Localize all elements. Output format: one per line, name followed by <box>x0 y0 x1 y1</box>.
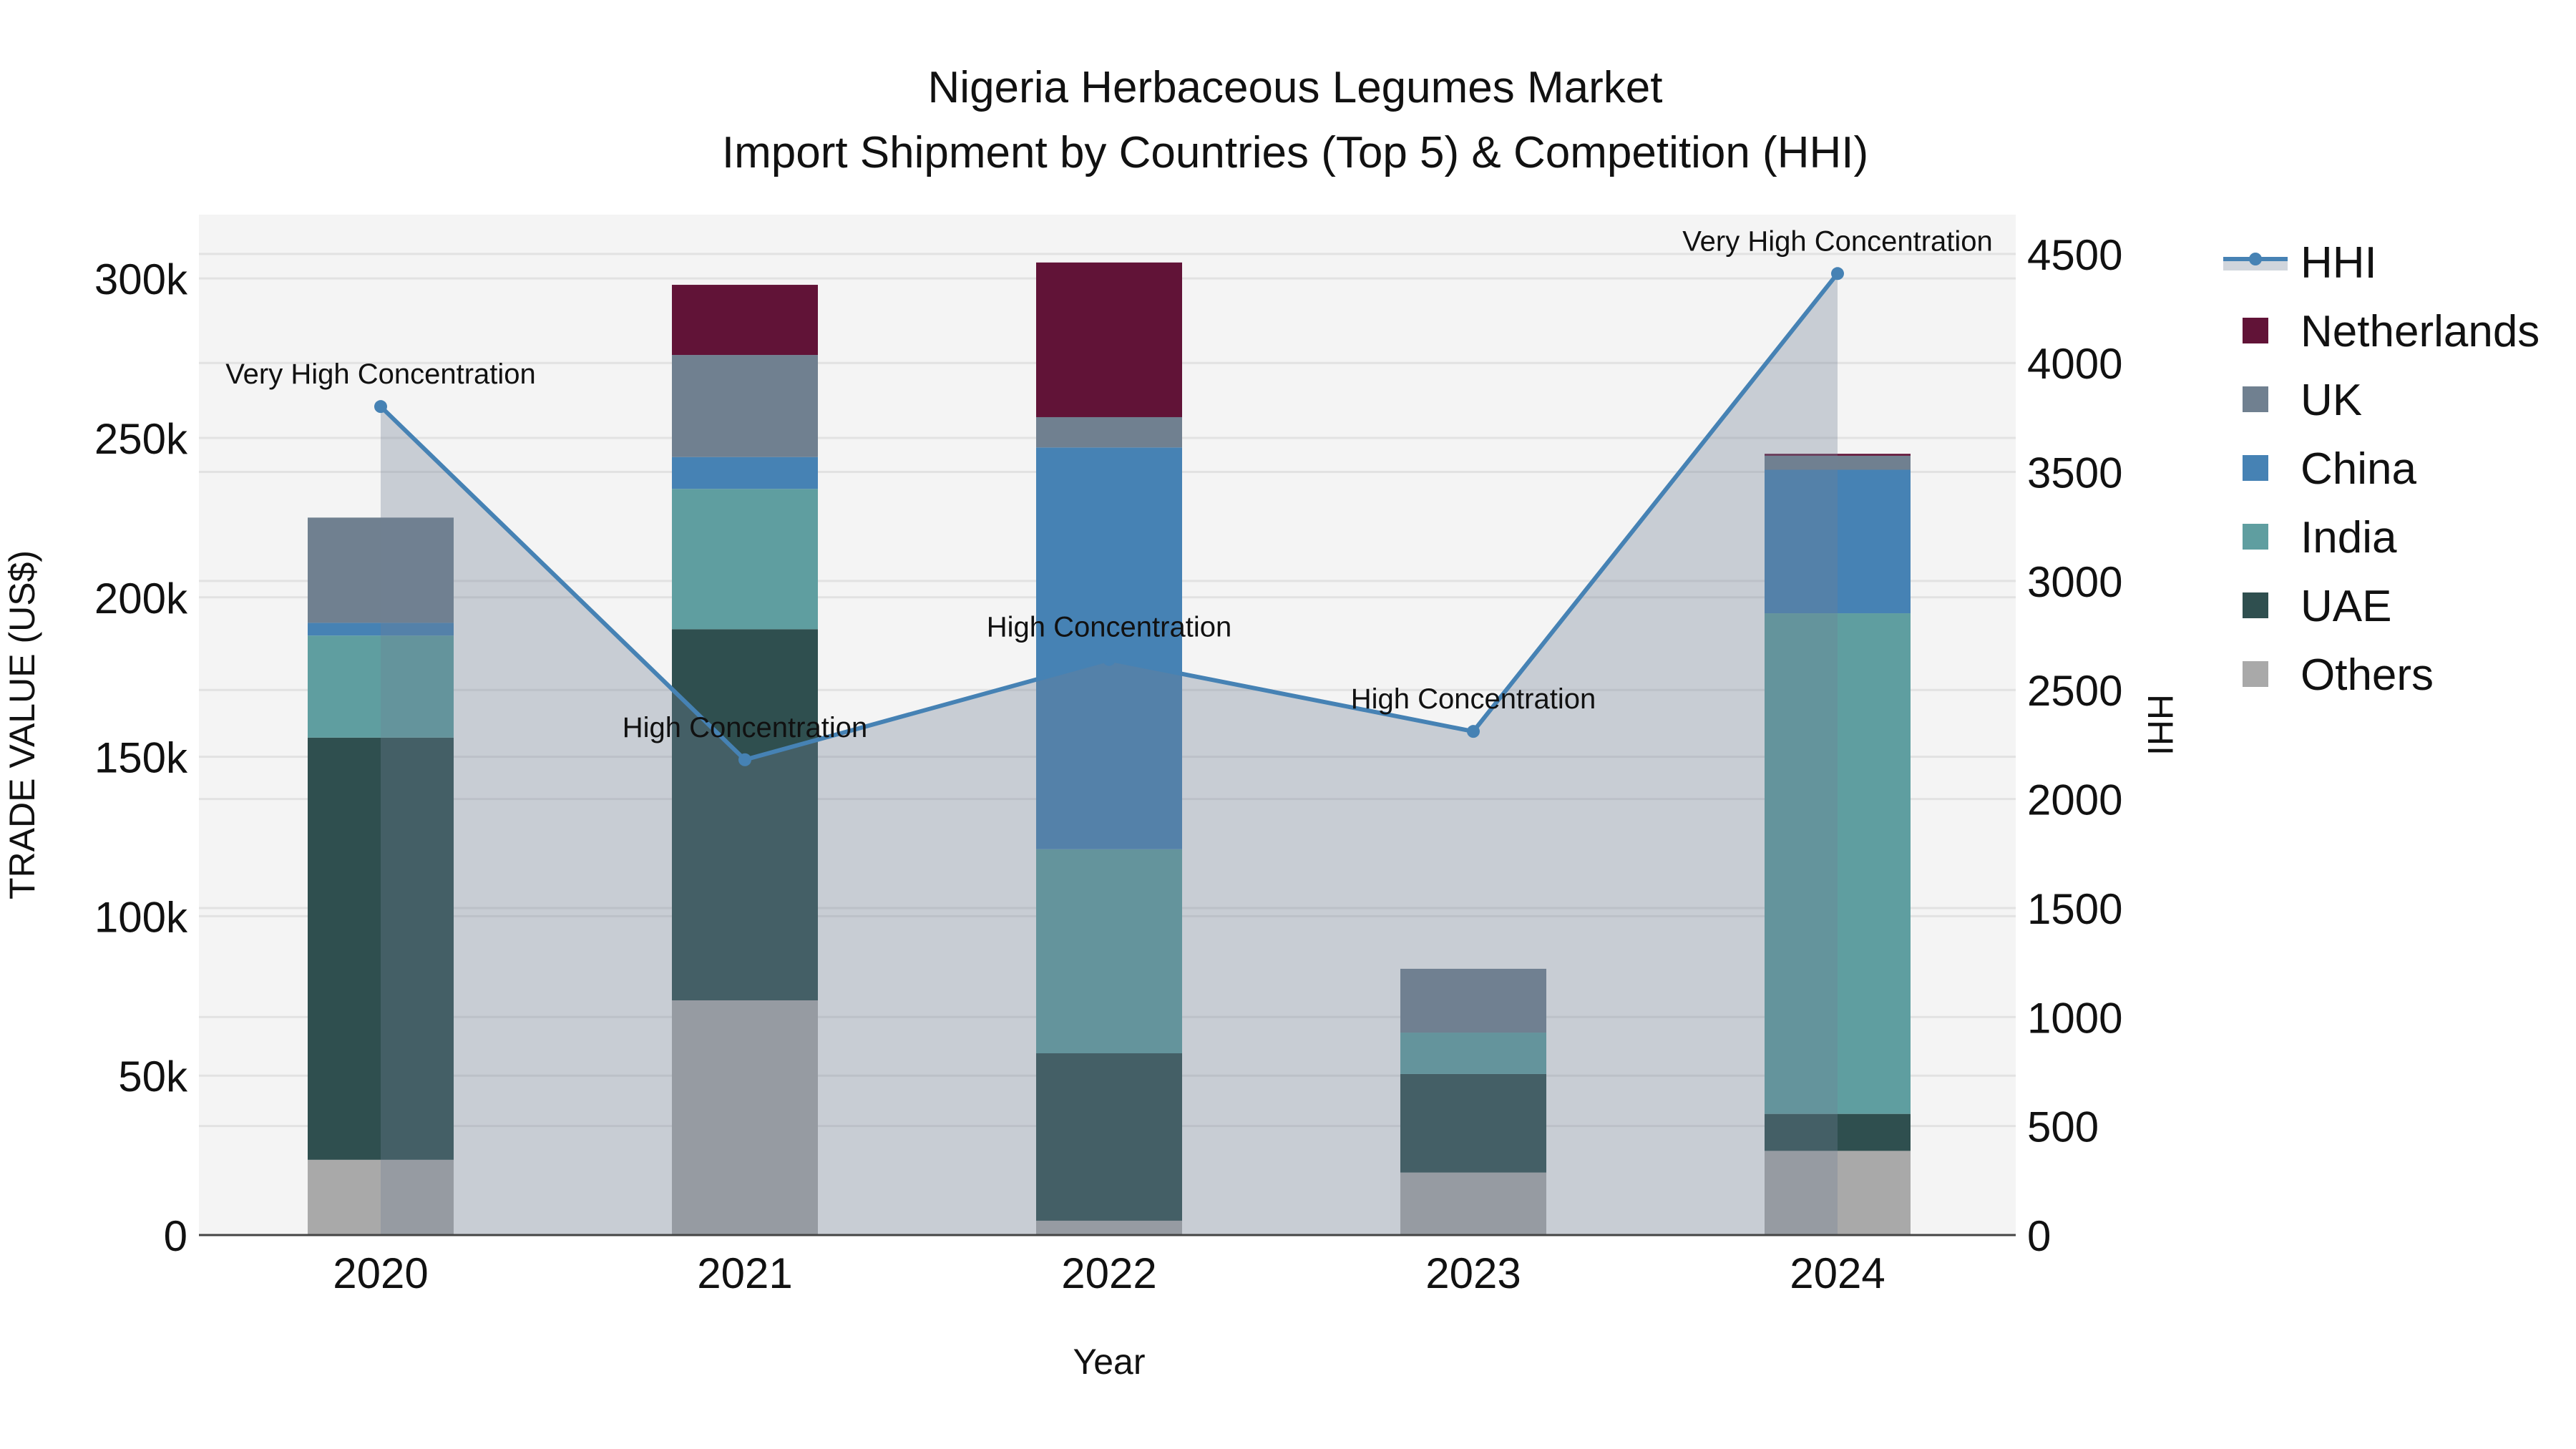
y2-tick-label: 1500 <box>2027 885 2122 933</box>
chart-title-line2: Import Shipment by Countries (Top 5) & C… <box>722 128 1868 177</box>
bar-segment-netherlands <box>1036 262 1182 417</box>
legend-label: HHI <box>2301 238 2377 288</box>
legend-label: Others <box>2301 650 2434 700</box>
legend-item-others[interactable]: Others <box>2243 650 2434 700</box>
bar-segment-uae <box>1036 1053 1182 1221</box>
bar-segment-netherlands <box>1765 454 1911 456</box>
chart-title-line1: Nigeria Herbaceous Legumes Market <box>928 63 1663 112</box>
bar-segment-india <box>1400 1033 1546 1074</box>
y-tick-label: 100k <box>94 893 188 941</box>
y2-tick-label: 1000 <box>2027 994 2122 1042</box>
legend-label: India <box>2301 513 2397 562</box>
annotation-label: Very High Concentration <box>1682 225 1993 257</box>
legend: HHI Netherlands UK China India UAE Others <box>2223 238 2540 700</box>
legend-label: UAE <box>2301 582 2391 631</box>
legend-item-uk[interactable]: UK <box>2243 376 2362 425</box>
x-tick-label: 2023 <box>1425 1249 1521 1297</box>
bar-segment-uk <box>1400 968 1546 1033</box>
bar-segment-netherlands <box>672 285 818 356</box>
y2-tick-label: 500 <box>2027 1103 2099 1151</box>
bar-segment-india <box>672 489 818 630</box>
legend-swatch <box>2243 661 2268 687</box>
y-tick-label: 300k <box>94 255 188 303</box>
legend-label: China <box>2301 444 2417 494</box>
hhi-area <box>381 273 1838 1235</box>
legend-item-hhi[interactable]: HHI <box>2223 238 2377 288</box>
legend-swatch <box>2243 455 2268 481</box>
y-axis-right-title: HHI <box>2140 694 2180 756</box>
annotation-label: High Concentration <box>987 612 1231 643</box>
bar-segment-uk <box>1036 416 1182 448</box>
y-tick-label: 200k <box>94 575 188 623</box>
bar-segment-china <box>1036 447 1182 849</box>
legend-label: Netherlands <box>2301 307 2540 356</box>
x-tick-label: 2020 <box>333 1249 428 1297</box>
bar-segment-uk <box>672 355 818 457</box>
hhi-marker <box>1831 267 1844 280</box>
legend-item-india[interactable]: India <box>2243 513 2397 562</box>
stacked-bars <box>308 262 1911 1235</box>
x-axis-ticks: 2020 2021 2022 2023 2024 <box>333 1249 1885 1297</box>
y2-tick-label: 3500 <box>2027 449 2122 497</box>
hhi-line <box>374 267 1844 766</box>
bar-segment-india <box>1036 849 1182 1053</box>
y2-tick-label: 0 <box>2027 1212 2051 1260</box>
y-axis-left-title: TRADE VALUE (US$) <box>2 550 42 899</box>
legend-swatch <box>2243 318 2268 343</box>
legend-item-uae[interactable]: UAE <box>2243 582 2391 631</box>
bar-segment-uae <box>308 737 454 1160</box>
bar-segment-others <box>1400 1172 1546 1235</box>
annotation-label: Very High Concentration <box>225 358 536 390</box>
bar-segment-china <box>672 457 818 489</box>
bar-segment-china <box>1765 469 1911 614</box>
y2-tick-label: 4000 <box>2027 340 2122 388</box>
x-tick-label: 2021 <box>697 1249 792 1297</box>
y-tick-label: 0 <box>164 1212 187 1260</box>
legend-item-china[interactable]: China <box>2243 444 2417 494</box>
bar-segment-china <box>308 623 454 636</box>
hhi-marker <box>738 753 751 766</box>
y-axis-left-ticks: 0 50k 100k 150k 200k 250k 300k <box>94 255 188 1260</box>
hhi-area-fill <box>381 273 1838 1235</box>
bar-segment-uae <box>672 629 818 1001</box>
legend-swatch <box>2243 386 2268 412</box>
y2-tick-label: 4500 <box>2027 231 2122 279</box>
bar-segment-india <box>308 635 454 738</box>
bar-segment-others <box>1765 1151 1911 1235</box>
y-tick-label: 250k <box>94 415 188 463</box>
hhi-marker <box>374 400 387 414</box>
legend-item-netherlands[interactable]: Netherlands <box>2243 307 2540 356</box>
x-tick-label: 2024 <box>1790 1249 1885 1297</box>
legend-swatch-hhi-marker <box>2249 253 2262 265</box>
y-tick-label: 50k <box>118 1053 188 1101</box>
x-tick-label: 2022 <box>1061 1249 1156 1297</box>
legend-label: UK <box>2301 376 2362 425</box>
hhi-annotations: Very High Concentration High Concentratio… <box>225 225 1993 743</box>
annotation-label: High Concentration <box>623 712 867 743</box>
bar-segment-uk <box>1765 455 1911 470</box>
bar-segment-others <box>1036 1220 1182 1235</box>
legend-swatch <box>2243 592 2268 618</box>
bar-segment-uae <box>1765 1113 1911 1151</box>
annotation-label: High Concentration <box>1351 683 1596 715</box>
bar-segment-india <box>1765 613 1911 1114</box>
hhi-marker <box>1467 725 1480 738</box>
bar-segment-uae <box>1400 1073 1546 1173</box>
hhi-marker <box>1103 653 1116 666</box>
x-axis-title: Year <box>1073 1342 1145 1382</box>
y2-tick-label: 3000 <box>2027 558 2122 606</box>
bar-segment-others <box>308 1159 454 1235</box>
legend-swatch <box>2243 524 2268 550</box>
bar-segment-uk <box>308 517 454 623</box>
bar-segment-others <box>672 1000 818 1235</box>
y-axis-right-ticks: 0 500 1000 1500 2000 2500 3000 3500 4000 4500 <box>2027 231 2122 1260</box>
y2-tick-label: 2500 <box>2027 667 2122 715</box>
y-tick-label: 150k <box>94 734 188 782</box>
y2-tick-label: 2000 <box>2027 776 2122 824</box>
